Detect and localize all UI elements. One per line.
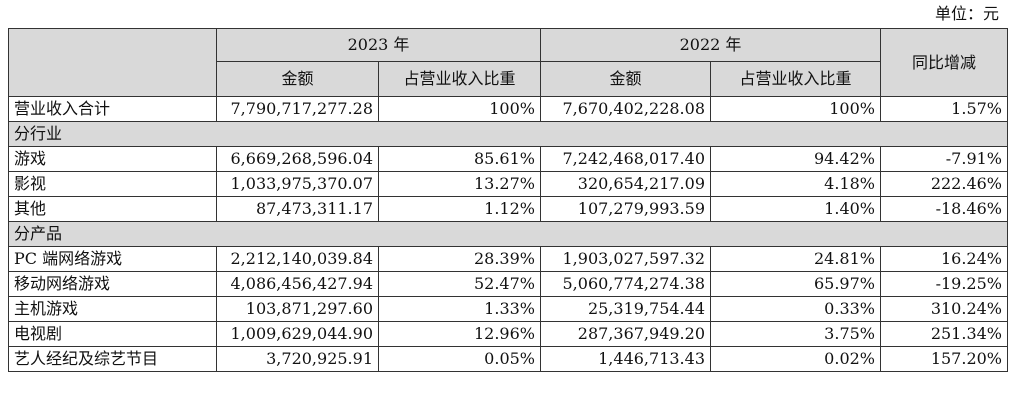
share-2023-cell: 1.33% — [378, 296, 541, 322]
row-label: 影视 — [8, 171, 217, 197]
amount-2023-cell: 6,669,268,596.04 — [216, 146, 379, 172]
amount-2023-cell: 103,871,297.60 — [216, 296, 379, 322]
yoy-cell: -18.46% — [880, 196, 1008, 222]
row-label: 移动网络游戏 — [8, 271, 217, 297]
yoy-cell: 157.20% — [880, 346, 1008, 372]
unit-label: 单位：元 — [934, 4, 999, 23]
share-2023-cell: 0.05% — [378, 346, 541, 372]
row-label: 其他 — [8, 196, 217, 222]
amount-2022-cell: 7,670,402,228.08 — [540, 96, 711, 122]
share-2022-cell: 100% — [710, 96, 881, 122]
yoy-cell: 310.24% — [880, 296, 1008, 322]
yoy-cell: 251.34% — [880, 321, 1008, 347]
total-row: 营业收入合计 7,790,717,277.28 100% 7,670,402,2… — [8, 96, 1008, 122]
header-corner — [8, 28, 217, 97]
share-2023-cell: 12.96% — [378, 321, 541, 347]
header-share-2023: 占营业收入比重 — [378, 61, 541, 97]
revenue-table: 2023 年 2022 年 同比增减 金额 占营业收入比重 金额 占营业收入比重… — [8, 28, 1008, 372]
amount-2023-cell: 3,720,925.91 — [216, 346, 379, 372]
yoy-cell: 16.24% — [880, 246, 1008, 272]
amount-2023-cell: 87,473,311.17 — [216, 196, 379, 222]
amount-2022-cell: 107,279,993.59 — [540, 196, 711, 222]
row-label: 营业收入合计 — [8, 96, 217, 122]
header-year-2023: 2023 年 — [216, 28, 541, 62]
amount-2023-cell: 1,009,629,044.90 — [216, 321, 379, 347]
header-yoy: 同比增减 — [880, 28, 1008, 97]
amount-2022-cell: 7,242,468,017.40 — [540, 146, 711, 172]
header-year-2022: 2022 年 — [540, 28, 881, 62]
share-2023-cell: 1.12% — [378, 196, 541, 222]
share-2023-cell: 28.39% — [378, 246, 541, 272]
section-row: 分行业 — [8, 121, 1008, 147]
amount-2023-cell: 2,212,140,039.84 — [216, 246, 379, 272]
table-row: PC 端网络游戏 2,212,140,039.84 28.39% 1,903,0… — [8, 246, 1008, 272]
yoy-cell: -7.91% — [880, 146, 1008, 172]
table-row: 游戏 6,669,268,596.04 85.61% 7,242,468,017… — [8, 146, 1008, 172]
amount-2022-cell: 287,367,949.20 — [540, 321, 711, 347]
section-row: 分产品 — [8, 221, 1008, 247]
share-2022-cell: 65.97% — [710, 271, 881, 297]
header-share-2022: 占营业收入比重 — [710, 61, 881, 97]
amount-2023-cell: 4,086,456,427.94 — [216, 271, 379, 297]
share-2022-cell: 0.33% — [710, 296, 881, 322]
amount-2022-cell: 320,654,217.09 — [540, 171, 711, 197]
header-amount-2022: 金额 — [540, 61, 711, 97]
header-amount-2023: 金额 — [216, 61, 379, 97]
row-label: PC 端网络游戏 — [8, 246, 217, 272]
row-label: 主机游戏 — [8, 296, 217, 322]
table-row: 其他 87,473,311.17 1.12% 107,279,993.59 1.… — [8, 196, 1008, 222]
share-2022-cell: 0.02% — [710, 346, 881, 372]
share-2022-cell: 94.42% — [710, 146, 881, 172]
table-row: 主机游戏 103,871,297.60 1.33% 25,319,754.44 … — [8, 296, 1008, 322]
amount-2023-cell: 7,790,717,277.28 — [216, 96, 379, 122]
amount-2023-cell: 1,033,975,370.07 — [216, 171, 379, 197]
row-label: 电视剧 — [8, 321, 217, 347]
yoy-cell: 222.46% — [880, 171, 1008, 197]
amount-2022-cell: 5,060,774,274.38 — [540, 271, 711, 297]
table-row: 影视 1,033,975,370.07 13.27% 320,654,217.0… — [8, 171, 1008, 197]
share-2022-cell: 1.40% — [710, 196, 881, 222]
amount-2022-cell: 25,319,754.44 — [540, 296, 711, 322]
share-2022-cell: 24.81% — [710, 246, 881, 272]
share-2022-cell: 3.75% — [710, 321, 881, 347]
section-title: 分行业 — [8, 121, 1008, 147]
share-2023-cell: 52.47% — [378, 271, 541, 297]
row-label: 游戏 — [8, 146, 217, 172]
yoy-cell: 1.57% — [880, 96, 1008, 122]
table-row: 移动网络游戏 4,086,456,427.94 52.47% 5,060,774… — [8, 271, 1008, 297]
share-2022-cell: 4.18% — [710, 171, 881, 197]
table-row: 艺人经纪及综艺节目 3,720,925.91 0.05% 1,446,713.4… — [8, 346, 1008, 372]
row-label: 艺人经纪及综艺节目 — [8, 346, 217, 372]
yoy-cell: -19.25% — [880, 271, 1008, 297]
share-2023-cell: 100% — [378, 96, 541, 122]
amount-2022-cell: 1,903,027,597.32 — [540, 246, 711, 272]
amount-2022-cell: 1,446,713.43 — [540, 346, 711, 372]
section-title: 分产品 — [8, 221, 1008, 247]
share-2023-cell: 13.27% — [378, 171, 541, 197]
table-row: 电视剧 1,009,629,044.90 12.96% 287,367,949.… — [8, 321, 1008, 347]
share-2023-cell: 85.61% — [378, 146, 541, 172]
